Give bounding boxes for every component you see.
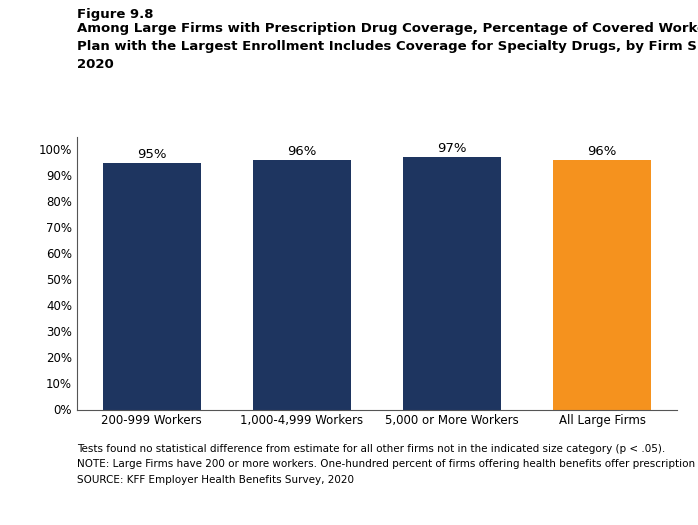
Text: Figure 9.8: Figure 9.8 (77, 8, 154, 21)
Text: SOURCE: KFF Employer Health Benefits Survey, 2020: SOURCE: KFF Employer Health Benefits Sur… (77, 475, 354, 485)
Text: 97%: 97% (437, 142, 467, 155)
Text: Among Large Firms with Prescription Drug Coverage, Percentage of Covered Workers: Among Large Firms with Prescription Drug… (77, 22, 698, 35)
Bar (403, 158, 500, 410)
Bar (554, 160, 651, 410)
Text: 2020: 2020 (77, 58, 114, 71)
Text: Plan with the Largest Enrollment Includes Coverage for Specialty Drugs, by Firm : Plan with the Largest Enrollment Include… (77, 40, 698, 53)
Text: 96%: 96% (587, 145, 617, 158)
Text: 95%: 95% (137, 148, 167, 161)
Bar (103, 163, 200, 410)
Text: NOTE: Large Firms have 200 or more workers. One-hundred percent of firms offerin: NOTE: Large Firms have 200 or more worke… (77, 459, 698, 469)
Text: 96%: 96% (287, 145, 317, 158)
Text: Tests found no statistical difference from estimate for all other firms not in t: Tests found no statistical difference fr… (77, 444, 665, 454)
Bar (253, 160, 350, 410)
